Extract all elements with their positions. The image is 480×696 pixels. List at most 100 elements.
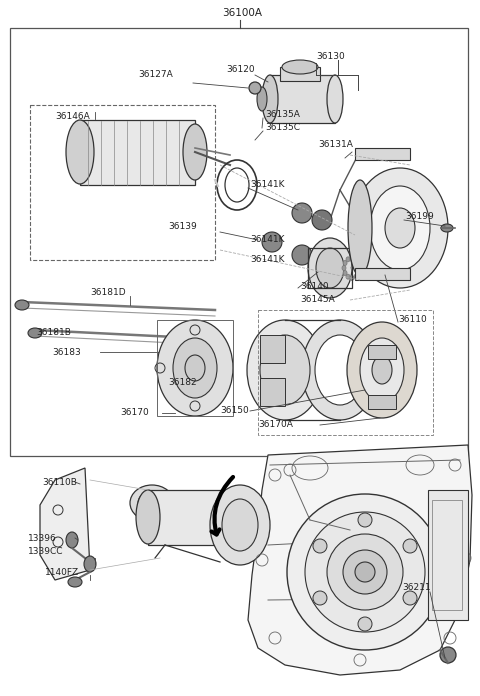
Text: 1339CC: 1339CC <box>28 547 63 556</box>
Text: 36130: 36130 <box>316 52 345 61</box>
Text: 36181D: 36181D <box>90 288 126 297</box>
Ellipse shape <box>441 224 453 232</box>
Ellipse shape <box>313 591 327 605</box>
Ellipse shape <box>346 257 350 262</box>
Text: 36182: 36182 <box>168 378 197 387</box>
Ellipse shape <box>138 491 166 515</box>
Text: 36145A: 36145A <box>300 295 335 304</box>
Bar <box>260 335 285 363</box>
Text: 36183: 36183 <box>52 348 81 357</box>
Ellipse shape <box>28 328 42 338</box>
Ellipse shape <box>210 485 270 565</box>
Text: 36150: 36150 <box>220 406 249 415</box>
Ellipse shape <box>130 485 174 521</box>
Text: 1140FZ: 1140FZ <box>45 568 79 577</box>
Text: 36135A: 36135A <box>265 110 300 119</box>
Bar <box>432 500 462 610</box>
Ellipse shape <box>185 355 205 381</box>
Ellipse shape <box>327 75 343 123</box>
Ellipse shape <box>247 320 323 420</box>
Text: 36170: 36170 <box>120 408 149 417</box>
Ellipse shape <box>157 320 233 416</box>
Ellipse shape <box>262 232 282 252</box>
Bar <box>10 28 468 456</box>
Ellipse shape <box>370 186 430 270</box>
Ellipse shape <box>357 271 361 276</box>
Text: 36110: 36110 <box>398 315 427 324</box>
Ellipse shape <box>342 265 346 271</box>
Bar <box>355 268 410 280</box>
Ellipse shape <box>358 617 372 631</box>
Ellipse shape <box>257 87 267 111</box>
Ellipse shape <box>292 203 312 223</box>
Ellipse shape <box>354 274 358 279</box>
Ellipse shape <box>358 513 372 527</box>
Text: 36127A: 36127A <box>138 70 173 79</box>
Ellipse shape <box>360 338 404 402</box>
Bar <box>368 395 396 409</box>
Bar <box>368 345 396 359</box>
Text: 36141K: 36141K <box>250 255 285 264</box>
Text: 36141K: 36141K <box>250 180 285 189</box>
Text: 36181B: 36181B <box>36 328 71 337</box>
Ellipse shape <box>302 320 378 420</box>
Ellipse shape <box>262 75 278 123</box>
Ellipse shape <box>343 260 347 265</box>
Text: 13396: 13396 <box>28 534 57 543</box>
Text: 36139: 36139 <box>168 222 197 231</box>
Ellipse shape <box>385 208 415 248</box>
Ellipse shape <box>84 556 96 572</box>
Ellipse shape <box>343 271 347 276</box>
Ellipse shape <box>312 252 332 272</box>
Ellipse shape <box>350 255 354 260</box>
Ellipse shape <box>372 356 392 384</box>
Bar <box>428 490 468 620</box>
Ellipse shape <box>68 577 82 587</box>
Ellipse shape <box>403 539 417 553</box>
Bar <box>258 310 433 435</box>
Ellipse shape <box>183 124 207 180</box>
Text: 36211: 36211 <box>402 583 431 592</box>
Ellipse shape <box>305 512 425 632</box>
Text: 36146A: 36146A <box>55 112 90 121</box>
Text: 36199: 36199 <box>405 212 434 221</box>
Ellipse shape <box>15 300 29 310</box>
Bar <box>260 378 285 406</box>
Ellipse shape <box>66 532 78 548</box>
Ellipse shape <box>173 338 217 398</box>
Ellipse shape <box>403 591 417 605</box>
Ellipse shape <box>347 322 417 418</box>
Polygon shape <box>40 468 90 580</box>
Text: 36141K: 36141K <box>250 235 285 244</box>
Ellipse shape <box>327 534 403 610</box>
Ellipse shape <box>315 335 365 405</box>
Ellipse shape <box>357 260 361 265</box>
Ellipse shape <box>354 257 358 262</box>
Ellipse shape <box>316 248 344 288</box>
Ellipse shape <box>225 168 249 202</box>
Polygon shape <box>248 445 472 675</box>
Text: 36135C: 36135C <box>265 123 300 132</box>
Bar <box>355 148 410 160</box>
Ellipse shape <box>216 490 240 544</box>
Text: 36131A: 36131A <box>318 140 353 149</box>
Ellipse shape <box>249 82 261 94</box>
Ellipse shape <box>440 647 456 663</box>
Bar <box>80 120 195 185</box>
Ellipse shape <box>66 120 94 184</box>
Text: 36110B: 36110B <box>42 478 77 487</box>
Bar <box>280 67 320 81</box>
Ellipse shape <box>350 276 354 280</box>
Ellipse shape <box>164 346 176 358</box>
Text: 36100A: 36100A <box>222 8 262 18</box>
Bar <box>270 75 335 123</box>
Ellipse shape <box>346 274 350 279</box>
Bar <box>308 248 352 288</box>
Ellipse shape <box>352 168 448 288</box>
Ellipse shape <box>358 265 362 271</box>
Bar <box>148 490 228 545</box>
Ellipse shape <box>260 335 310 405</box>
Text: 36170A: 36170A <box>258 420 293 429</box>
Ellipse shape <box>348 180 372 276</box>
Text: 36120: 36120 <box>226 65 254 74</box>
